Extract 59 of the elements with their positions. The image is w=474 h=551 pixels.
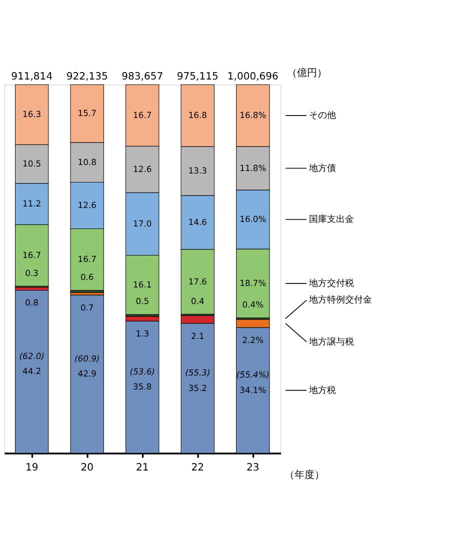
data-label: 16.8 [188,110,207,120]
data-label: 10.8 [78,156,96,167]
annotation: (55.3) [185,368,210,378]
legend-label: 国庫支出金 [309,214,354,225]
x-tick-label: 20 [80,462,94,474]
data-label: 10.5 [22,158,42,169]
data-label: 0.3 [25,268,38,278]
data-label: 44.2 [22,366,42,376]
data-label: 0.4 [190,296,204,306]
data-label: 0.5 [136,296,150,306]
data-label: 16.3 [22,109,42,120]
data-label: 18.7% [240,278,266,288]
data-label: 12.6 [78,200,96,210]
x-tick-label: 23 [246,462,260,474]
data-label: 16.8% [240,110,266,120]
annotation: 983,657 [122,72,164,83]
annotation: (53.6) [130,366,155,377]
annotation: (62.0) [19,351,44,362]
annotation: 911,814 [11,72,53,83]
data-label: 2.1 [190,330,204,341]
text: 地方譲与税 [308,336,354,348]
data-label: 15.7 [78,108,96,118]
data-label: 35.2 [188,382,207,393]
text: （億円） [287,67,328,80]
data-label: 2.2% [242,334,264,345]
data-label: 11.8% [240,162,266,173]
annotation: (55.4%) [236,370,270,380]
legend-label: その他 [309,110,336,122]
data-label: 17.6 [188,276,207,286]
data-label: 42.9 [78,368,96,379]
data-label: 1.3 [136,328,150,339]
data-label: 16.7 [133,110,152,120]
legend-label: 地方交付税 [308,278,354,289]
data-label: 14.6 [188,216,207,227]
annotation: (60.9) [74,354,100,364]
data-label: 0.8 [25,298,38,308]
data-label: 13.3 [188,166,207,176]
data-label: 0.6 [80,272,94,282]
legend-label: 地方税 [308,384,336,396]
data-label: 16.7 [78,254,96,264]
data-label: 16.0% [240,214,266,224]
data-label: 35.8 [133,382,152,392]
annotation: 975,115 [176,72,218,83]
annotation: 1,000,696 [227,72,278,83]
data-label: 0.4% [242,299,264,310]
x-tick-label: 22 [191,462,204,474]
annotation: 922,135 [66,72,108,83]
data-label: 12.6 [133,164,152,174]
text: 地方特例交付金 [308,294,372,306]
legend-label: 地方債 [308,162,336,174]
x-tick-label: 21 [136,462,149,474]
data-label: 16.1 [133,279,152,290]
x-tick-label: 19 [25,462,38,474]
data-label: 0.7 [80,302,94,312]
data-label: 17.0 [133,218,152,228]
data-label: 11.2 [22,198,42,209]
data-label: 16.7 [22,250,42,260]
x-axis-title: （年度） [284,468,324,481]
data-label: 34.1% [240,384,266,395]
